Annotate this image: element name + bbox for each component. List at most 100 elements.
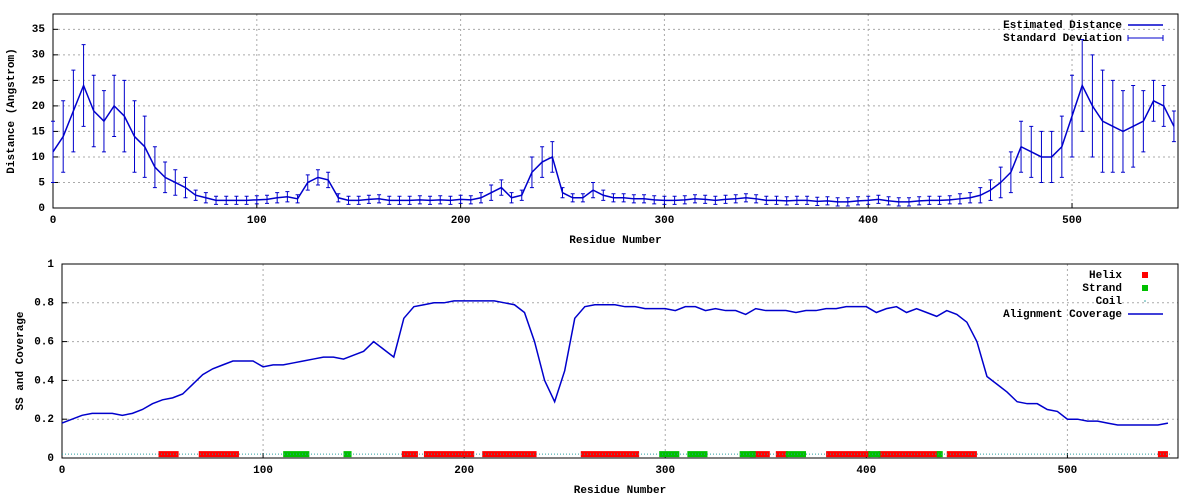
error-bar: [448, 195, 453, 205]
x-tick-label: 400: [858, 215, 878, 227]
legend-label: Alignment Coverage: [1003, 309, 1122, 321]
error-bar: [132, 100, 137, 173]
error-bar: [1080, 39, 1085, 132]
error-bar: [509, 192, 514, 204]
error-bar: [1070, 74, 1075, 158]
legend-swatch: [1142, 285, 1148, 291]
error-bar: [692, 194, 697, 204]
error-bar: [356, 195, 361, 205]
error-bar: [947, 195, 952, 205]
y-tick-label: 0.6: [34, 337, 54, 349]
error-bar: [112, 74, 117, 138]
error-bar: [173, 169, 178, 196]
ss-segment: [580, 451, 640, 458]
error-bar: [468, 195, 473, 205]
legend-swatch: [1144, 300, 1146, 302]
error-bar: [183, 176, 188, 199]
error-bar: [886, 196, 891, 206]
ss-segment: [687, 451, 708, 458]
error-bar: [163, 161, 168, 194]
y-tick-label: 15: [32, 126, 46, 138]
y-tick-label: 0: [38, 203, 45, 215]
error-bar: [489, 184, 494, 201]
error-bar: [794, 195, 799, 205]
y-axis-label: Distance (Angstrom): [6, 48, 18, 173]
y-tick-label: 35: [32, 24, 46, 36]
error-bar: [1171, 110, 1176, 143]
error-bar: [193, 189, 198, 201]
error-bar: [591, 181, 596, 199]
error-bar: [1019, 120, 1024, 173]
error-bar: [377, 194, 382, 204]
error-bar: [285, 191, 290, 203]
error-bar: [754, 194, 759, 204]
y-axis-label: SS and Coverage: [15, 311, 27, 410]
error-bar: [978, 187, 983, 204]
x-tick-label: 300: [655, 465, 675, 477]
error-bar: [642, 194, 647, 204]
y-tick-label: 25: [32, 75, 46, 87]
error-bar: [275, 192, 280, 204]
error-bar: [743, 193, 748, 203]
error-bar: [1161, 84, 1166, 127]
error-bar: [1008, 151, 1013, 194]
error-bar: [825, 196, 830, 206]
x-tick-label: 400: [856, 465, 876, 477]
error-bar: [906, 197, 911, 207]
ss-segment: [946, 451, 977, 458]
x-axis-label: Residue Number: [569, 235, 661, 247]
error-bar: [407, 195, 412, 205]
legend-swatch: [1127, 35, 1164, 41]
error-bar: [1110, 79, 1115, 173]
x-tick-label: 100: [253, 465, 273, 477]
error-bar: [611, 193, 616, 203]
legend-swatch: [1142, 272, 1148, 278]
error-bar: [540, 146, 545, 178]
error-bar: [336, 193, 341, 203]
legend-label: Standard Deviation: [1003, 33, 1122, 45]
error-bar: [295, 194, 300, 204]
ss-segment: [785, 451, 806, 458]
ss-segment: [659, 451, 680, 458]
data-line: [52, 83, 1175, 203]
error-bar: [988, 179, 993, 201]
error-bar: [621, 193, 626, 203]
error-bar: [560, 187, 565, 199]
ss-segment: [739, 451, 756, 458]
error-bar: [224, 195, 229, 205]
error-bar: [152, 146, 157, 189]
x-tick-label: 0: [50, 215, 57, 227]
error-bar: [580, 193, 585, 203]
error-bar: [1120, 90, 1125, 173]
error-bar: [244, 195, 249, 205]
ss-segment: [1157, 451, 1168, 458]
error-bar: [214, 195, 219, 205]
error-bar: [682, 195, 687, 205]
error-bar: [315, 169, 320, 186]
y-tick-label: 20: [32, 101, 45, 113]
y-tick-label: 1: [47, 259, 54, 271]
error-bar: [438, 195, 443, 205]
error-bar: [713, 195, 718, 205]
error-bar: [81, 44, 86, 127]
legend-label: Strand: [1082, 283, 1122, 295]
error-bar: [723, 194, 728, 204]
y-tick-label: 10: [32, 152, 45, 164]
error-bar: [264, 194, 269, 204]
error-bar: [815, 196, 820, 206]
error-bar: [91, 74, 96, 148]
plot-frame: [52, 13, 1179, 209]
error-bar: [876, 194, 881, 204]
y-tick-label: 0: [47, 453, 54, 465]
y-tick-label: 0.4: [34, 375, 54, 387]
legend-label: Coil: [1096, 296, 1123, 308]
error-bar: [1141, 90, 1146, 153]
x-tick-label: 500: [1062, 215, 1082, 227]
error-bar: [519, 189, 524, 201]
error-bar: [784, 196, 789, 206]
y-tick-label: 30: [32, 50, 45, 62]
error-bar: [122, 79, 127, 153]
error-bar: [652, 195, 657, 205]
legend-label: Estimated Distance: [1003, 20, 1122, 32]
